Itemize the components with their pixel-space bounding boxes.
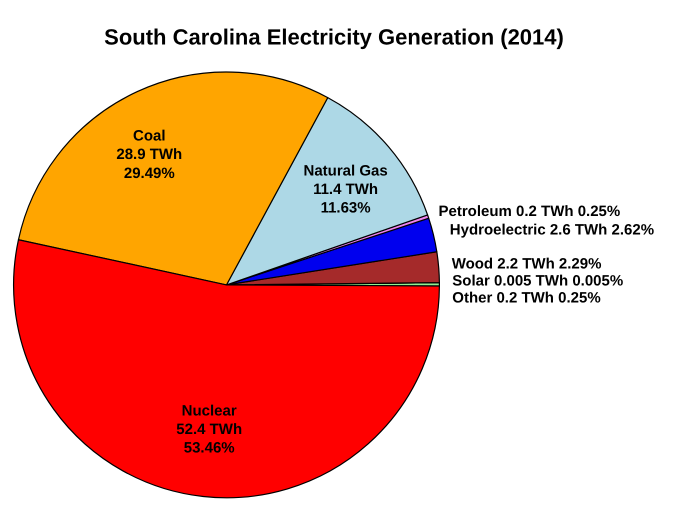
svg-text:Natural Gas: Natural Gas — [303, 163, 387, 180]
svg-text:52.4 TWh: 52.4 TWh — [176, 421, 242, 438]
svg-text:Coal: Coal — [133, 128, 166, 145]
svg-text:Petroleum 0.2 TWh 0.25%: Petroleum 0.2 TWh 0.25% — [439, 203, 621, 220]
svg-text:53.46%: 53.46% — [184, 440, 235, 457]
svg-text:28.9 TWh: 28.9 TWh — [116, 146, 182, 163]
svg-text:29.49%: 29.49% — [124, 165, 175, 182]
svg-text:Other 0.2 TWh 0.25%: Other 0.2 TWh 0.25% — [452, 290, 600, 307]
svg-text:South Carolina Electricity Gen: South Carolina Electricity Generation (2… — [104, 25, 564, 50]
svg-text:Hydroelectric 2.6 TWh 2.62%: Hydroelectric 2.6 TWh 2.62% — [450, 222, 654, 239]
svg-text:11.4 TWh: 11.4 TWh — [313, 181, 378, 198]
svg-text:Wood 2.2 TWh 2.29%: Wood 2.2 TWh 2.29% — [452, 255, 602, 272]
svg-text:11.63%: 11.63% — [321, 200, 371, 217]
svg-text:Solar 0.005 TWh 0.005%: Solar 0.005 TWh 0.005% — [452, 273, 623, 290]
svg-text:Nuclear: Nuclear — [182, 402, 237, 419]
